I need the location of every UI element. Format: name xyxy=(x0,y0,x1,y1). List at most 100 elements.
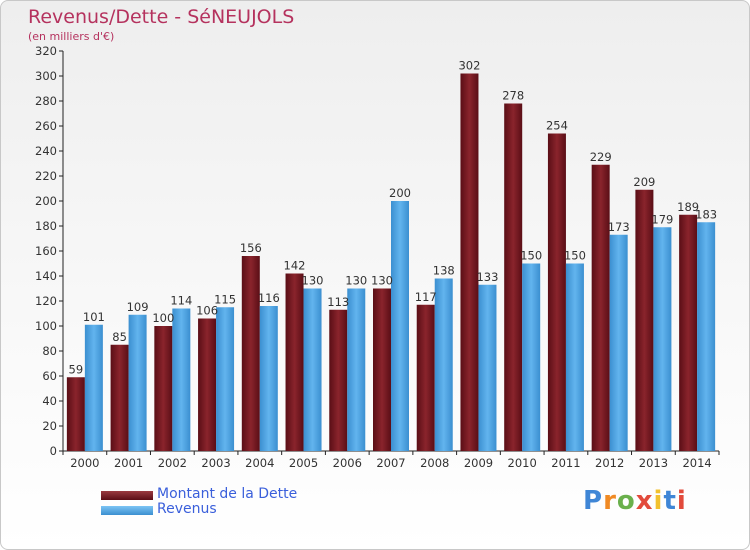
y-tick-label: 180 xyxy=(35,219,57,233)
value-label-revenus: 200 xyxy=(389,186,411,200)
y-tick-label: 280 xyxy=(35,94,57,108)
value-label-dette: 100 xyxy=(152,311,174,325)
bar-dette xyxy=(504,103,523,451)
x-tick-label: 2004 xyxy=(245,456,274,470)
bar-revenus xyxy=(391,201,409,451)
y-tick-label: 320 xyxy=(35,44,57,58)
x-tick-label: 2009 xyxy=(464,456,493,470)
value-label-revenus: 130 xyxy=(345,274,367,288)
proxiti-logo: Proxiti xyxy=(583,486,687,516)
value-label-dette: 130 xyxy=(371,274,393,288)
y-tick-label: 240 xyxy=(35,144,57,158)
bar-dette xyxy=(154,326,173,451)
y-tick-label: 220 xyxy=(35,169,57,183)
x-tick-label: 2006 xyxy=(333,456,362,470)
bar-dette xyxy=(241,256,260,451)
value-label-dette: 142 xyxy=(284,259,306,273)
bar-revenus xyxy=(565,263,584,451)
logo-letter: i xyxy=(653,486,664,516)
bar-revenus xyxy=(609,234,628,451)
bar-dette xyxy=(460,73,479,451)
value-label-revenus: 116 xyxy=(258,291,280,305)
bar-dette xyxy=(416,304,435,451)
value-label-dette: 113 xyxy=(327,295,349,309)
x-tick-label: 2000 xyxy=(70,456,99,470)
x-tick-label: 2010 xyxy=(508,456,537,470)
value-label-dette: 117 xyxy=(415,290,437,304)
bar-revenus xyxy=(522,263,541,451)
y-tick-label: 120 xyxy=(35,294,57,308)
value-label-dette: 59 xyxy=(69,362,84,376)
bar-revenus xyxy=(697,222,716,451)
value-label-revenus: 115 xyxy=(214,292,236,306)
value-label-revenus: 133 xyxy=(476,270,498,284)
x-tick-label: 2002 xyxy=(158,456,187,470)
logo-letter: t xyxy=(663,486,677,516)
value-label-revenus: 138 xyxy=(433,264,455,278)
value-label-revenus: 109 xyxy=(127,300,149,314)
y-tick-label: 140 xyxy=(35,269,57,283)
value-label-revenus: 101 xyxy=(83,310,105,324)
value-label-revenus: 150 xyxy=(520,249,542,263)
bar-dette xyxy=(591,164,610,451)
value-label-dette: 85 xyxy=(112,330,127,344)
logo-letter: x xyxy=(635,486,654,516)
bar-revenus xyxy=(303,288,322,451)
chart-subtitle: (en milliers d'€) xyxy=(28,30,115,43)
x-tick-label: 2005 xyxy=(289,456,318,470)
y-tick-label: 40 xyxy=(42,394,57,408)
legend-label-revenus: Revenus xyxy=(157,501,217,517)
bar-dette xyxy=(547,133,566,451)
chart-title: Revenus/Dette - SéNEUJOLS xyxy=(28,6,295,28)
logo-letter: o xyxy=(616,486,636,516)
bar-dette xyxy=(66,377,85,451)
value-label-revenus: 183 xyxy=(695,207,717,221)
x-tick-label: 2007 xyxy=(376,456,405,470)
value-label-dette: 229 xyxy=(590,150,612,164)
x-tick-label: 2001 xyxy=(114,456,143,470)
value-label-dette: 106 xyxy=(196,304,218,318)
chart-value-labels: 5910185109100114106115156116142130113130… xyxy=(69,59,718,377)
value-label-revenus: 179 xyxy=(651,212,673,226)
bar-revenus xyxy=(478,284,497,451)
bar-revenus xyxy=(128,314,147,451)
x-tick-label: 2003 xyxy=(201,456,230,470)
y-tick-label: 160 xyxy=(35,244,57,258)
x-tick-label: 2012 xyxy=(595,456,624,470)
x-tick-label: 2013 xyxy=(639,456,668,470)
value-label-dette: 302 xyxy=(458,59,480,73)
x-tick-label: 2014 xyxy=(682,456,711,470)
y-tick-label: 100 xyxy=(35,319,57,333)
y-tick-label: 200 xyxy=(35,194,57,208)
value-label-dette: 254 xyxy=(546,119,568,133)
value-label-revenus: 114 xyxy=(170,294,192,308)
logo-letter: P xyxy=(583,486,604,516)
bar-dette xyxy=(679,214,698,451)
bar-dette xyxy=(329,309,348,451)
bar-revenus xyxy=(434,278,453,451)
bar-dette xyxy=(110,344,129,451)
value-label-revenus: 173 xyxy=(608,220,630,234)
bar-revenus xyxy=(259,306,278,451)
x-tick-label: 2011 xyxy=(551,456,580,470)
x-tick-label: 2008 xyxy=(420,456,449,470)
bar-revenus xyxy=(653,227,672,451)
bar-revenus xyxy=(84,324,103,451)
y-tick-label: 0 xyxy=(50,444,57,458)
legend-swatch-revenus xyxy=(101,506,153,515)
y-tick-label: 80 xyxy=(42,344,57,358)
value-label-dette: 278 xyxy=(502,89,524,103)
y-tick-label: 20 xyxy=(42,419,57,433)
bar-dette xyxy=(198,318,217,451)
bar-dette xyxy=(635,189,654,451)
value-label-dette: 189 xyxy=(677,200,699,214)
chart-bars xyxy=(66,73,716,451)
legend-swatch-dette xyxy=(101,491,153,500)
value-label-dette: 209 xyxy=(633,175,655,189)
value-label-revenus: 130 xyxy=(302,274,324,288)
logo-letter: i xyxy=(676,486,687,516)
bar-revenus xyxy=(347,288,366,451)
y-tick-label: 60 xyxy=(42,369,57,383)
